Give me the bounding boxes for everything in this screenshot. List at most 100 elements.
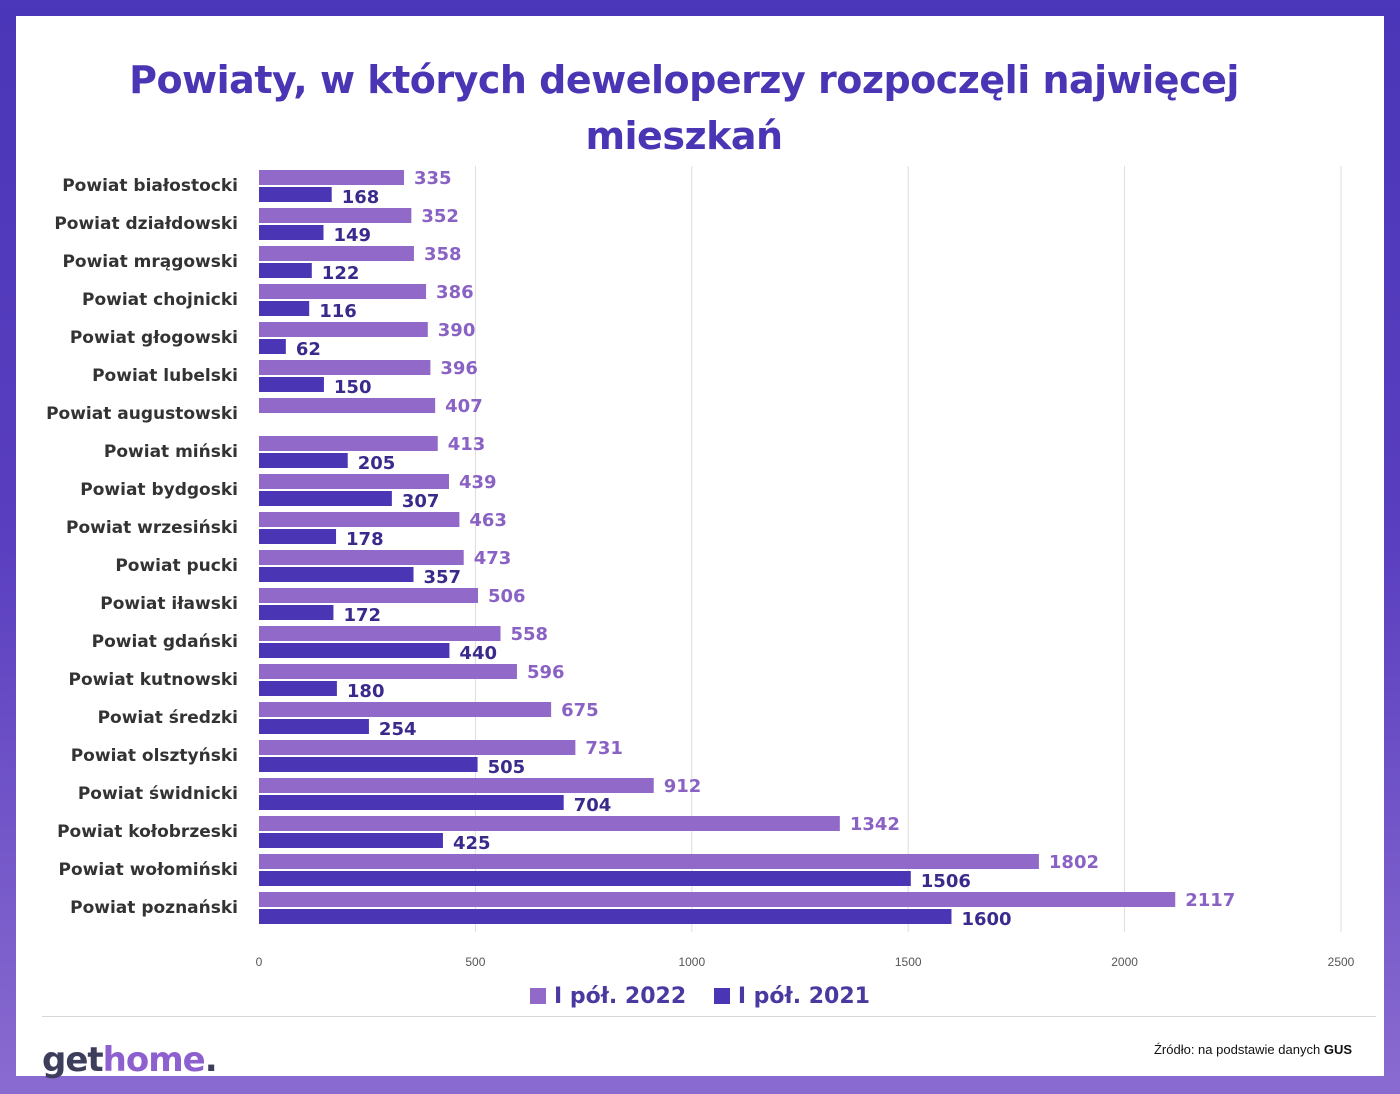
bar-2021 bbox=[259, 491, 392, 506]
data-label-2022: 912 bbox=[664, 776, 702, 797]
category-label: Powiat lubelski bbox=[92, 366, 238, 386]
data-label-2022: 390 bbox=[438, 320, 476, 341]
data-label-2021: 168 bbox=[342, 187, 380, 208]
source-prefix: Źródło: na podstawie danych bbox=[1153, 1042, 1321, 1057]
data-label-2021: 440 bbox=[459, 643, 497, 664]
bar-2022 bbox=[259, 322, 428, 337]
data-label-2022: 352 bbox=[421, 206, 459, 227]
bar-2022 bbox=[259, 550, 464, 565]
data-label-2022: 1802 bbox=[1049, 852, 1099, 873]
chart-title: Powiaty, w których deweloperzy rozpoczęl… bbox=[0, 52, 1400, 164]
logo-home: home bbox=[102, 1040, 206, 1080]
data-label-2021: 172 bbox=[343, 605, 381, 626]
source-name: GUS bbox=[1323, 1042, 1352, 1057]
data-label-2021: 425 bbox=[453, 833, 491, 854]
category-label: Powiat kutnowski bbox=[69, 670, 238, 690]
bar-2021 bbox=[259, 377, 324, 392]
bar-2022 bbox=[259, 892, 1176, 907]
data-label-2021: 180 bbox=[347, 681, 385, 702]
category-label: Powiat pucki bbox=[115, 556, 238, 576]
source-note: Źródło: na podstawie danych GUS bbox=[1154, 1042, 1352, 1057]
bar-2021 bbox=[259, 909, 952, 924]
data-label-2022: 675 bbox=[561, 700, 599, 721]
data-label-2021: 307 bbox=[402, 491, 440, 512]
chart-legend: I pół. 2022 I pół. 2021 bbox=[16, 984, 1384, 1009]
x-tick-label: 0 bbox=[256, 955, 263, 969]
data-label-2022: 463 bbox=[469, 510, 507, 531]
category-label: Powiat kołobrzeski bbox=[57, 822, 238, 842]
data-label-2021: 178 bbox=[346, 529, 384, 550]
data-label-2021: 62 bbox=[296, 339, 321, 360]
data-label-2021: 254 bbox=[379, 719, 417, 740]
bar-2022 bbox=[259, 208, 412, 223]
title-line-2: mieszkań bbox=[585, 114, 783, 158]
data-label-2022: 2117 bbox=[1185, 890, 1235, 911]
legend-label-2022: I pół. 2022 bbox=[554, 984, 687, 1009]
bar-2021 bbox=[259, 263, 312, 278]
category-label: Powiat wrzesiński bbox=[66, 518, 238, 538]
data-label-2022: 358 bbox=[424, 244, 462, 265]
data-label-2021: 205 bbox=[358, 453, 396, 474]
title-line-1: Powiaty, w których deweloperzy rozpoczęl… bbox=[129, 58, 1239, 102]
data-label-2021: 1506 bbox=[921, 871, 971, 892]
data-label-2021: 149 bbox=[333, 225, 371, 246]
data-label-2021: 116 bbox=[319, 301, 357, 322]
bar-2022 bbox=[259, 360, 431, 375]
x-tick-label: 1500 bbox=[895, 955, 922, 969]
category-label: Powiat średzki bbox=[98, 708, 238, 728]
category-label: Powiat wołomiński bbox=[59, 860, 238, 880]
data-label-2022: 335 bbox=[414, 168, 452, 189]
bar-2021 bbox=[259, 339, 286, 354]
data-label-2021: 150 bbox=[334, 377, 372, 398]
bar-2021 bbox=[259, 225, 324, 240]
bar-2022 bbox=[259, 170, 404, 185]
bar-2022 bbox=[259, 474, 449, 489]
legend-label-2021: I pół. 2021 bbox=[737, 984, 870, 1009]
data-label-2022: 439 bbox=[459, 472, 497, 493]
bar-2021 bbox=[259, 871, 911, 886]
data-label-2022: 558 bbox=[511, 624, 549, 645]
bar-2022 bbox=[259, 284, 427, 299]
bar-2021 bbox=[259, 719, 369, 734]
data-label-2022: 731 bbox=[585, 738, 623, 759]
bar-2022 bbox=[259, 854, 1039, 869]
x-tick-label: 1000 bbox=[678, 955, 705, 969]
category-label: Powiat gdański bbox=[92, 632, 238, 652]
bar-2021 bbox=[259, 833, 443, 848]
chart-card: Powiaty, w których deweloperzy rozpoczęl… bbox=[16, 16, 1384, 1080]
data-label-2022: 506 bbox=[488, 586, 526, 607]
bar-2022 bbox=[259, 664, 517, 679]
bar-2021 bbox=[259, 795, 564, 810]
bar-2021 bbox=[259, 453, 348, 468]
category-label: Powiat głogowski bbox=[70, 328, 238, 348]
data-label-2021: 1600 bbox=[961, 909, 1011, 930]
data-label-2022: 473 bbox=[474, 548, 512, 569]
data-label-2022: 407 bbox=[445, 396, 483, 417]
category-label: Powiat bydgoski bbox=[80, 480, 238, 500]
legend-swatch-2021 bbox=[713, 988, 730, 1004]
bar-2021 bbox=[259, 605, 334, 620]
data-label-2022: 1342 bbox=[850, 814, 900, 835]
category-label: Powiat białostocki bbox=[62, 176, 238, 196]
x-tick-label: 2500 bbox=[1328, 955, 1355, 969]
data-label-2022: 396 bbox=[440, 358, 478, 379]
category-label: Powiat chojnicki bbox=[82, 290, 238, 310]
bar-2022 bbox=[259, 778, 654, 793]
bar-2021 bbox=[259, 757, 478, 772]
bar-2022 bbox=[259, 740, 576, 755]
bar-2021 bbox=[259, 301, 310, 316]
bar-2021 bbox=[259, 567, 414, 582]
category-label: Powiat augustowski bbox=[46, 404, 238, 424]
bar-2021 bbox=[259, 643, 450, 658]
data-label-2021: 704 bbox=[574, 795, 612, 816]
logo-get: get bbox=[42, 1040, 104, 1080]
gethome-logo: gethome. bbox=[42, 1040, 218, 1080]
bar-2022 bbox=[259, 816, 840, 831]
category-label: Powiat poznański bbox=[70, 898, 238, 918]
bar-chart: 0 500 1000 1500 2000 2500 Powiat białostocki 33… bbox=[46, 166, 1355, 969]
legend-item-2022: I pół. 2022 bbox=[530, 984, 686, 1009]
bar-2022 bbox=[259, 398, 436, 413]
bar-2021 bbox=[259, 529, 337, 544]
legend-swatch-2022 bbox=[530, 988, 547, 1004]
legend-item-2021: I pół. 2021 bbox=[713, 984, 870, 1009]
